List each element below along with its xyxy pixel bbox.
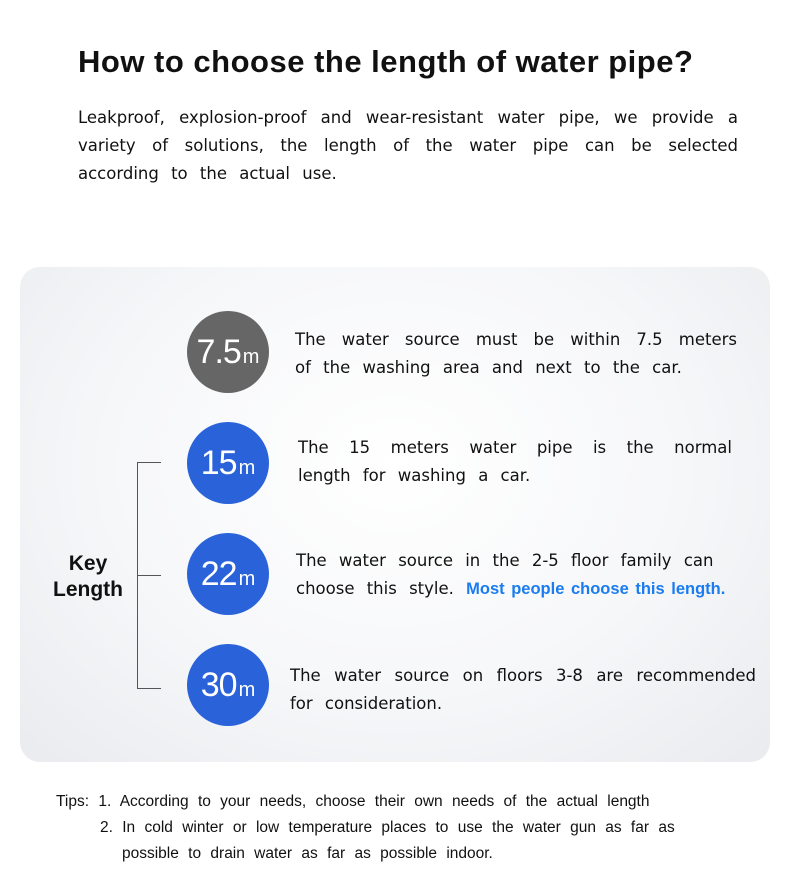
length-unit: m bbox=[242, 346, 260, 368]
tip-item: 2. In cold winter or low temperature pla… bbox=[100, 819, 675, 836]
recommended-highlight: Most people choose this length. bbox=[466, 580, 726, 598]
option-description: The water source on floors 3-8 are recom… bbox=[290, 666, 756, 713]
page-title: How to choose the length of water pipe? bbox=[78, 44, 694, 79]
option-description: The 15 meters water pipe is the normal l… bbox=[298, 438, 732, 485]
tip-item: 1. According to your needs, choose their… bbox=[98, 793, 650, 810]
option-description: The water source must be within 7.5 mete… bbox=[295, 330, 737, 377]
length-value: 22 bbox=[200, 555, 238, 593]
bracket-tick bbox=[137, 688, 161, 689]
key-label-line1: Key bbox=[68, 552, 108, 575]
length-badge-22m: 22 m bbox=[187, 533, 269, 615]
option-description: The water source in the 2-5 floor family… bbox=[296, 547, 756, 603]
key-length-label: Key Length bbox=[38, 551, 138, 603]
length-options-panel bbox=[20, 267, 770, 762]
length-value: 7.5 bbox=[196, 333, 242, 371]
tip-item-continued: possible to drain water as far as possib… bbox=[122, 845, 493, 862]
bracket-tick bbox=[137, 462, 161, 463]
option-text: The water source in the 2-5 floor family… bbox=[296, 551, 714, 598]
key-label-line2: Length bbox=[53, 578, 123, 601]
length-unit: m bbox=[238, 457, 256, 479]
length-unit: m bbox=[238, 679, 256, 701]
bracket-tick bbox=[137, 575, 161, 576]
length-badge-7-5m: 7.5 m bbox=[187, 311, 269, 393]
length-value: 30 bbox=[200, 666, 238, 704]
length-unit: m bbox=[238, 568, 256, 590]
length-value: 15 bbox=[200, 444, 238, 482]
intro-paragraph: Leakproof, explosion-proof and wear-resi… bbox=[78, 108, 738, 183]
length-badge-15m: 15 m bbox=[187, 422, 269, 504]
tips-section: Tips: 1. According to your needs, choose… bbox=[56, 789, 675, 867]
tips-label: Tips: bbox=[56, 793, 90, 810]
length-badge-30m: 30 m bbox=[187, 644, 269, 726]
